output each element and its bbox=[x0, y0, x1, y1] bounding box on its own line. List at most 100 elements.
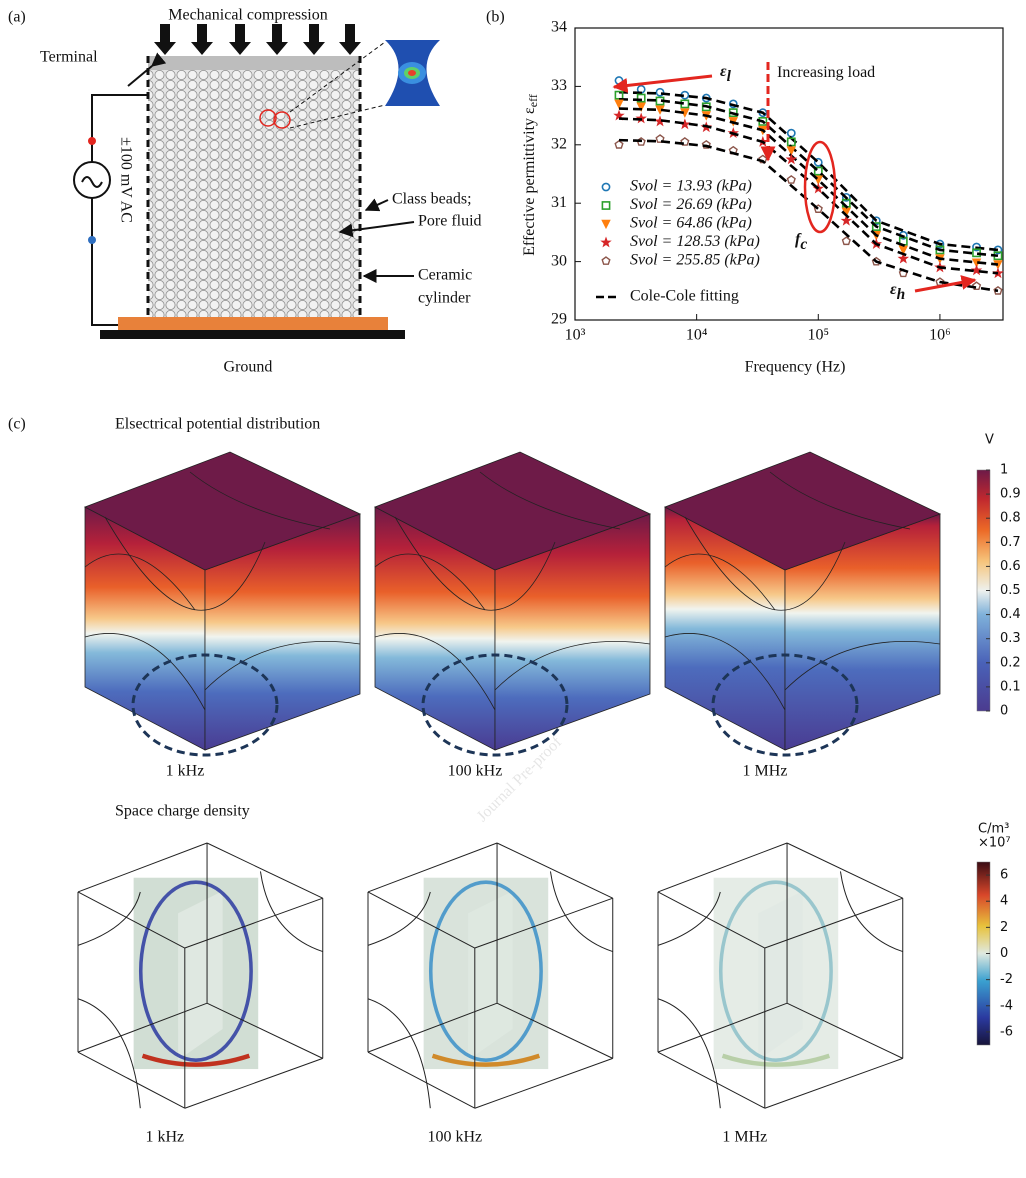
colorbar-tick-label: -4 bbox=[1000, 998, 1013, 1013]
ground-label: Ground bbox=[224, 359, 273, 376]
piston bbox=[148, 56, 360, 70]
legend-marker bbox=[602, 202, 609, 209]
legend-label: Svol = 26.69 (kPa) bbox=[630, 196, 752, 213]
panel-a: (a) Mechanical compression ±100 mV AC Te… bbox=[8, 7, 482, 376]
legend-label: Svol = 64.86 (kPa) bbox=[630, 215, 752, 232]
colorbar-tick-label: 6 bbox=[1000, 868, 1008, 883]
data-point bbox=[788, 176, 796, 183]
colorbar-tick-label: 1 bbox=[1000, 463, 1008, 478]
grain-outline bbox=[658, 892, 720, 945]
y-tick-label: 30 bbox=[551, 252, 567, 269]
grain-outline bbox=[368, 892, 430, 945]
legend-marker bbox=[602, 183, 609, 190]
frequency-label: 1 MHz bbox=[722, 1129, 767, 1146]
source-label: ±100 mV AC bbox=[117, 137, 134, 223]
colorbar-tick-label: 2 bbox=[1000, 920, 1008, 935]
fluid-label: Pore fluid bbox=[418, 213, 482, 230]
colorbar-tick-label: 0.5 bbox=[1000, 583, 1021, 598]
x-tick-label: 10³ bbox=[565, 327, 586, 344]
panel-b: (b) Frequency (Hz) Effective permittivit… bbox=[486, 9, 1003, 376]
colorbar-tick-label: -6 bbox=[1000, 1024, 1013, 1039]
x-tick-label: 10⁴ bbox=[686, 327, 708, 344]
terminal-label: Terminal bbox=[40, 49, 98, 66]
x-tick-label: 10⁶ bbox=[929, 327, 951, 344]
data-point bbox=[843, 217, 851, 224]
terminal-dot bbox=[88, 137, 96, 145]
data-point bbox=[615, 141, 623, 148]
beads-label: Class beads; bbox=[392, 191, 472, 208]
data-point bbox=[615, 100, 622, 107]
annotation: εl bbox=[720, 63, 732, 85]
bead-pack bbox=[148, 70, 360, 318]
contact-inset bbox=[385, 40, 440, 106]
panel-c: (c) Elsectrical potential distribution S… bbox=[8, 416, 1021, 1146]
colorbar-tick-label: 0 bbox=[1000, 704, 1008, 719]
colorbar-tick-label: 0.4 bbox=[1000, 607, 1021, 622]
data-point bbox=[843, 237, 851, 244]
section-title: Space charge density bbox=[115, 803, 250, 820]
colorbar-tick-label: 4 bbox=[1000, 894, 1008, 909]
panel-label: (b) bbox=[486, 9, 505, 26]
y-tick-label: 34 bbox=[551, 19, 567, 36]
ground-plate bbox=[100, 330, 405, 339]
colorbar-tick-label: 0.7 bbox=[1000, 535, 1021, 550]
legend-marker bbox=[602, 220, 609, 227]
legend-label: Svol = 128.53 (kPa) bbox=[630, 233, 760, 250]
legend-label: Svol = 13.93 (kPa) bbox=[630, 178, 752, 195]
colorbar-tick-label: 0.6 bbox=[1000, 559, 1021, 574]
colorbar-tick-label: 0.3 bbox=[1000, 631, 1021, 646]
grain-outline bbox=[658, 999, 720, 1108]
colorbar-tick-label: 0.1 bbox=[1000, 679, 1021, 694]
y-axis-title: Effective permittivity εeff bbox=[521, 94, 540, 256]
frequency-label: 1 kHz bbox=[166, 763, 205, 780]
colorbar-scale: ×10⁷ bbox=[978, 836, 1011, 851]
x-axis-title: Frequency (Hz) bbox=[745, 359, 846, 376]
frequency-label: 100 kHz bbox=[427, 1129, 482, 1146]
data-point bbox=[900, 255, 908, 262]
annotation: εh bbox=[890, 281, 905, 303]
colorbar-tick-label: -2 bbox=[1000, 972, 1013, 987]
y-tick-label: 29 bbox=[551, 311, 567, 328]
annotation-text: Increasing load bbox=[777, 64, 875, 81]
annotation-arrow bbox=[614, 76, 712, 87]
grain-outline bbox=[368, 999, 430, 1108]
grain-outline bbox=[78, 999, 140, 1108]
compression-label: Mechanical compression bbox=[168, 7, 328, 24]
section-title: Elsectrical potential distribution bbox=[115, 416, 320, 433]
x-tick-label: 10⁵ bbox=[807, 327, 829, 344]
colorbar-tick-label: 0.8 bbox=[1000, 511, 1021, 526]
frequency-label: 1 kHz bbox=[145, 1129, 184, 1146]
data-point bbox=[788, 147, 795, 154]
y-tick-label: 31 bbox=[551, 194, 567, 211]
colorbar-tick-label: 0.2 bbox=[1000, 655, 1021, 670]
y-tick-label: 33 bbox=[551, 77, 567, 94]
annotation: Increasing load bbox=[777, 64, 875, 81]
annotation: fc bbox=[795, 231, 807, 253]
panel-label: (c) bbox=[8, 416, 26, 433]
data-point bbox=[788, 130, 795, 137]
annotation-sub: c bbox=[800, 236, 807, 253]
figure: (a) Mechanical compression ±100 mV AC Te… bbox=[0, 0, 1026, 1178]
y-tick-label: 32 bbox=[551, 135, 567, 152]
load-arrows bbox=[154, 24, 361, 55]
grain-outline bbox=[78, 892, 140, 945]
legend-label: Svol = 255.85 (kPa) bbox=[630, 252, 760, 269]
legend-marker bbox=[602, 239, 610, 246]
beads-arrow bbox=[366, 200, 388, 210]
colorbar-unit: V bbox=[985, 433, 994, 448]
panel-label: (a) bbox=[8, 9, 26, 26]
legend-marker bbox=[602, 257, 610, 264]
frequency-label: 100 kHz bbox=[448, 763, 503, 780]
electrode bbox=[118, 317, 388, 332]
frequency-label: 1 MHz bbox=[743, 763, 788, 780]
cylinder-label: Ceramic bbox=[418, 267, 472, 284]
colorbar-tick-label: 0 bbox=[1000, 946, 1008, 961]
cylinder-label: cylinder bbox=[418, 290, 471, 307]
legend-label: Cole-Cole fitting bbox=[630, 288, 739, 305]
colorbar-unit: C/m³ bbox=[978, 822, 1009, 837]
terminal-dot bbox=[88, 236, 96, 244]
data-point bbox=[615, 77, 622, 84]
annotation-sub: l bbox=[727, 68, 732, 85]
colorbar-tick-label: 0.9 bbox=[1000, 487, 1021, 502]
annotation-sub: h bbox=[897, 286, 906, 303]
